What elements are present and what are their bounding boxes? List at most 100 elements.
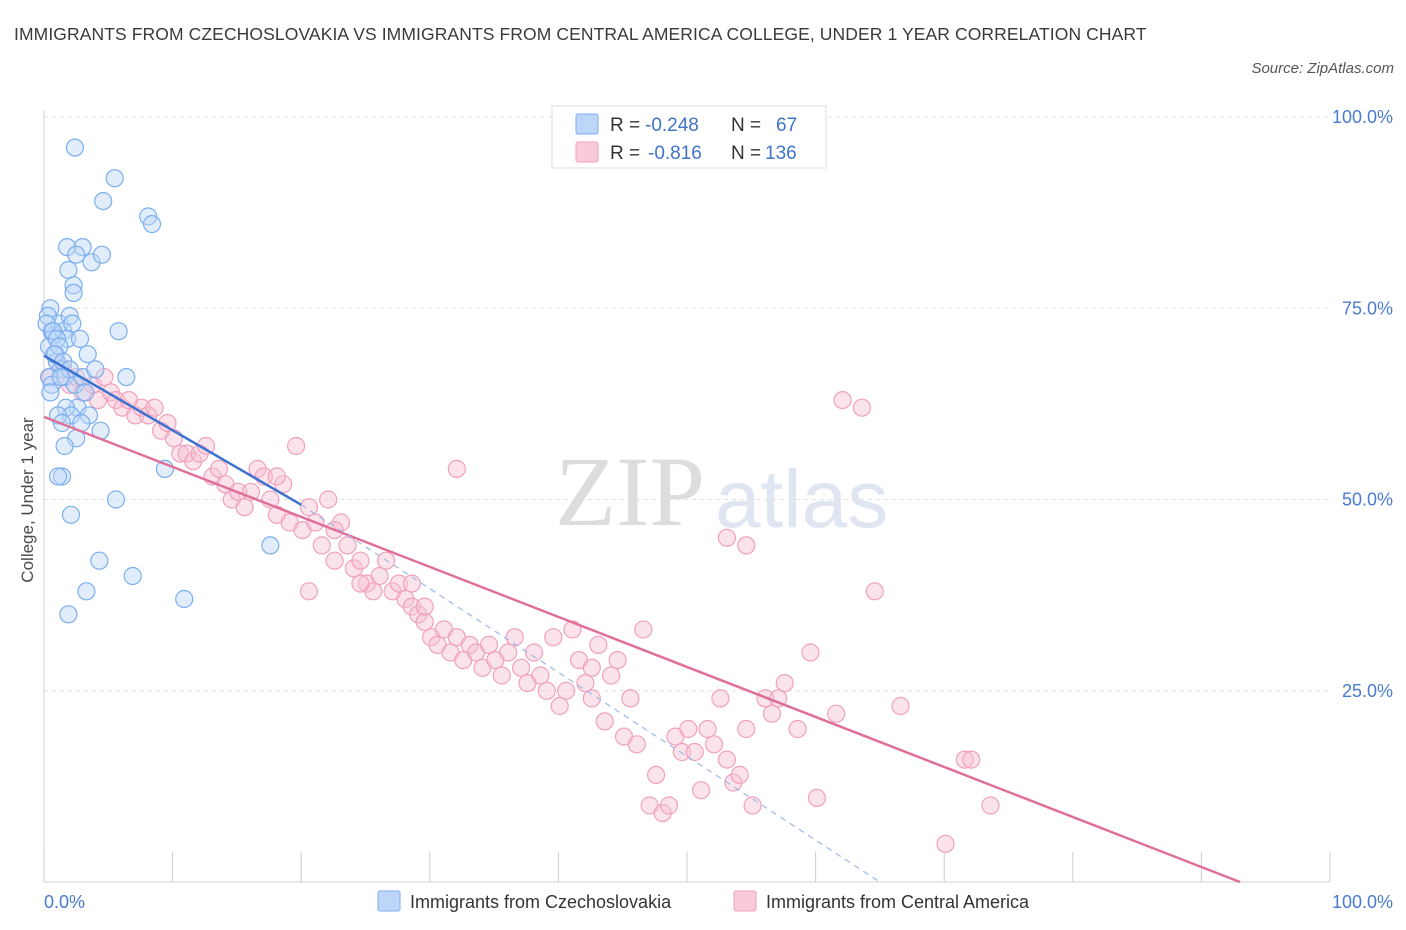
central-point-132	[267, 467, 286, 486]
legend-swatch-czech	[575, 113, 599, 135]
czech-point-15	[76, 383, 95, 402]
legend-r-value-1: -0.248	[645, 115, 699, 136]
central-point-54	[389, 574, 408, 593]
central-point-80	[556, 681, 576, 700]
central-point-55	[396, 589, 415, 609]
central-point-116	[807, 788, 827, 808]
central-point-118	[833, 391, 852, 410]
czech-point-25	[73, 238, 92, 257]
legend-r-label-2: R =	[610, 143, 640, 164]
central-point-90	[621, 689, 640, 708]
central-point-38	[287, 436, 306, 456]
central-point-43	[319, 490, 338, 509]
czech-point-61	[70, 329, 90, 348]
central-point-26	[209, 459, 228, 478]
central-point-105	[717, 750, 737, 769]
central-point-40	[299, 498, 318, 517]
y-tick-label-100: 100.0%	[1332, 107, 1393, 127]
czech-point-37	[142, 215, 162, 234]
central-point-107	[730, 765, 749, 785]
central-point-100	[685, 742, 704, 762]
czech-point-42	[77, 582, 96, 601]
legend-r-label-1: R =	[610, 115, 640, 136]
czech-point-66	[41, 383, 60, 402]
czech-point-48	[59, 605, 78, 624]
czech-point-38	[109, 322, 128, 341]
central-point-77	[537, 681, 556, 700]
central-point-121	[891, 696, 910, 716]
x-tick-label-max: 100.0%	[1332, 892, 1393, 912]
central-point-122	[955, 750, 974, 769]
chart-source: Source: ZipAtlas.com	[1251, 60, 1394, 77]
central-point-125	[936, 834, 955, 853]
legend-swatch-central	[575, 141, 599, 163]
central-point-98	[672, 742, 692, 762]
central-point-101	[691, 781, 711, 800]
legend-n-label-1: N =	[731, 115, 761, 136]
central-point-68	[479, 635, 499, 655]
central-point-123	[962, 750, 981, 769]
central-point-88	[608, 650, 627, 670]
central-point-99	[679, 719, 698, 739]
legend-n-value-2: 136	[765, 143, 797, 164]
czech-point-26	[57, 238, 77, 257]
central-point-70	[492, 666, 511, 685]
central-point-78	[544, 628, 563, 647]
legend-n-label-2: N =	[731, 143, 761, 164]
czech-point-50	[117, 368, 136, 387]
central-point-85	[589, 635, 608, 655]
central-point-58	[415, 612, 434, 632]
legend-r-value-2: -0.816	[648, 143, 702, 164]
central-point-84	[582, 689, 601, 708]
central-point-104	[711, 689, 730, 708]
central-point-22	[184, 452, 203, 471]
czech-point-62	[78, 345, 97, 364]
watermark: ZIP atlas	[555, 436, 888, 547]
czech-point-8	[63, 314, 82, 333]
czech-point-33	[105, 169, 124, 188]
central-point-102	[698, 719, 717, 739]
central-point-92	[634, 620, 653, 639]
central-point-106	[724, 773, 743, 792]
central-point-72	[505, 628, 524, 647]
czech-point-63	[86, 360, 105, 379]
central-point-126	[717, 528, 737, 547]
x-tick-label-min: 0.0%	[44, 892, 85, 912]
central-point-21	[177, 444, 196, 463]
central-point-129	[415, 597, 434, 616]
central-point-32	[248, 459, 267, 478]
central-point-103	[704, 735, 724, 754]
series-legend: Immigrants from Czechoslovakia Immigrant…	[377, 890, 1030, 912]
grid-lines	[44, 116, 1330, 692]
central-point-83	[576, 673, 595, 693]
stats-legend: R = -0.248 N = 67 R = -0.816 N = 136	[551, 105, 827, 169]
central-point-135	[582, 658, 601, 677]
central-point-108	[737, 719, 756, 739]
czech-point-52	[37, 314, 56, 333]
series-czechoslovakia	[37, 138, 280, 624]
central-point-46	[338, 536, 357, 555]
central-point-111	[762, 704, 782, 723]
central-point-76	[531, 666, 550, 685]
czech-point-41	[61, 505, 81, 524]
trend-lines	[43, 354, 1241, 884]
central-point-65	[460, 635, 479, 655]
central-point-124	[981, 796, 1000, 815]
central-point-117	[827, 704, 846, 723]
czech-point-27	[67, 245, 86, 264]
czech-point-31	[64, 276, 83, 295]
trend-central	[43, 415, 1241, 884]
central-point-30	[235, 498, 254, 517]
czech-point-44	[106, 490, 126, 509]
bottom-legend-czech: Immigrants from Czechoslovakia	[410, 892, 672, 912]
central-point-114	[788, 719, 807, 739]
czech-point-9	[57, 329, 77, 348]
y-axis-label: College, Under 1 year	[18, 417, 37, 583]
central-point-95	[653, 803, 672, 823]
central-point-115	[801, 643, 820, 662]
y-tick-labels: 25.0% 50.0% 75.0% 100.0%	[1332, 107, 1393, 701]
central-point-71	[499, 643, 518, 662]
czech-point-29	[59, 260, 78, 280]
czech-point-49	[55, 436, 74, 456]
